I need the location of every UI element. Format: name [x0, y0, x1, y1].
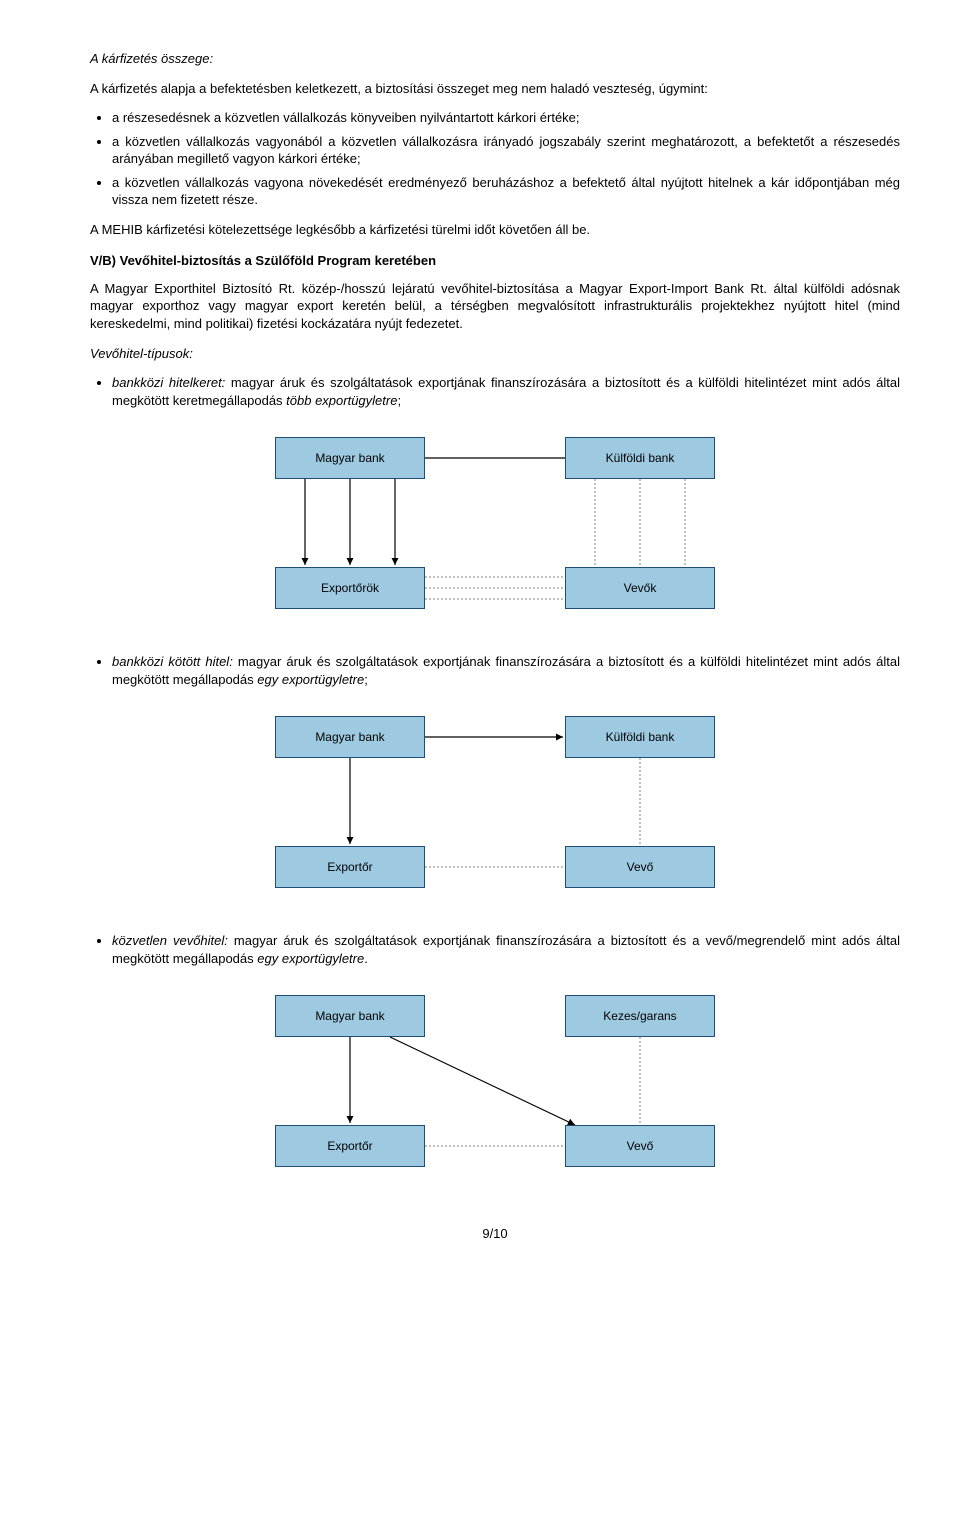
box-vevo: Vevő — [565, 1125, 715, 1167]
term: egy exportügyletre — [257, 672, 364, 687]
list-item: bankközi hitelkeret: magyar áruk és szol… — [112, 374, 900, 409]
box-magyar-bank: Magyar bank — [275, 995, 425, 1037]
text-fragment: Magyar Export-Import Bank Rt. — [579, 281, 767, 296]
term: több exportügyletre — [286, 393, 397, 408]
intro-paragraph: A kárfizetés alapja a befektetésben kele… — [90, 80, 900, 98]
term: egy exportügyletre — [257, 951, 364, 966]
heading-karfizetes: A kárfizetés összege: — [90, 50, 900, 68]
box-vevok: Vevők — [565, 567, 715, 609]
box-magyar-bank: Magyar bank — [275, 437, 425, 479]
list-item: a közvetlen vállalkozás vagyonából a köz… — [112, 133, 900, 168]
text-fragment: magyar áruk és szolgáltatások exportjána… — [112, 933, 900, 966]
box-exportor: Exportőr — [275, 1125, 425, 1167]
box-exportorok: Exportőrök — [275, 567, 425, 609]
box-exportor: Exportőr — [275, 846, 425, 888]
list-item: közvetlen vevőhitel: magyar áruk és szol… — [112, 932, 900, 967]
paragraph-mehib: A MEHIB kárfizetési kötelezettsége legké… — [90, 221, 900, 239]
bullet-list-1: a részesedésnek a közvetlen vállalkozás … — [90, 109, 900, 209]
term: közvetlen vevőhitel: — [112, 933, 228, 948]
list-item: bankközi kötött hitel: magyar áruk és sz… — [112, 653, 900, 688]
box-kezes-garans: Kezes/garans — [565, 995, 715, 1037]
text-fragment: magyar áruk és szolgáltatások exportjána… — [112, 375, 900, 408]
page-number: 9/10 — [90, 1225, 900, 1243]
term: bankközi hitelkeret: — [112, 375, 225, 390]
diagram-kozvetlen-vevohitel: Magyar bank Kezes/garans Exportőr Vevő — [90, 985, 900, 1185]
list-item: a részesedésnek a közvetlen vállalkozás … — [112, 109, 900, 127]
paragraph-vb-intro: A Magyar Exporthitel Biztosító Rt. közép… — [90, 280, 900, 333]
heading-vevohitel-tipusok: Vevőhitel-típusok: — [90, 345, 900, 363]
bullet-list-3: bankközi kötött hitel: magyar áruk és sz… — [90, 653, 900, 688]
box-magyar-bank: Magyar bank — [275, 716, 425, 758]
list-item: a közvetlen vállalkozás vagyona növekedé… — [112, 174, 900, 209]
diagram-bankkozi-kotott-hitel: Magyar bank Külföldi bank Exportőr Vevő — [90, 706, 900, 906]
diagram-bankkozi-hitelkeret: Magyar bank Külföldi bank Exportőrök Vev… — [90, 427, 900, 627]
box-kulfoldi-bank: Külföldi bank — [565, 437, 715, 479]
term: bankközi kötött hitel: — [112, 654, 233, 669]
box-vevo: Vevő — [565, 846, 715, 888]
section-title-vb: V/B) Vevőhitel-biztosítás a Szülőföld Pr… — [90, 252, 900, 270]
box-kulfoldi-bank: Külföldi bank — [565, 716, 715, 758]
bullet-list-4: közvetlen vevőhitel: magyar áruk és szol… — [90, 932, 900, 967]
text-fragment: A Magyar Exporthitel Biztosító Rt. közép… — [90, 281, 579, 296]
bullet-list-2: bankközi hitelkeret: magyar áruk és szol… — [90, 374, 900, 409]
